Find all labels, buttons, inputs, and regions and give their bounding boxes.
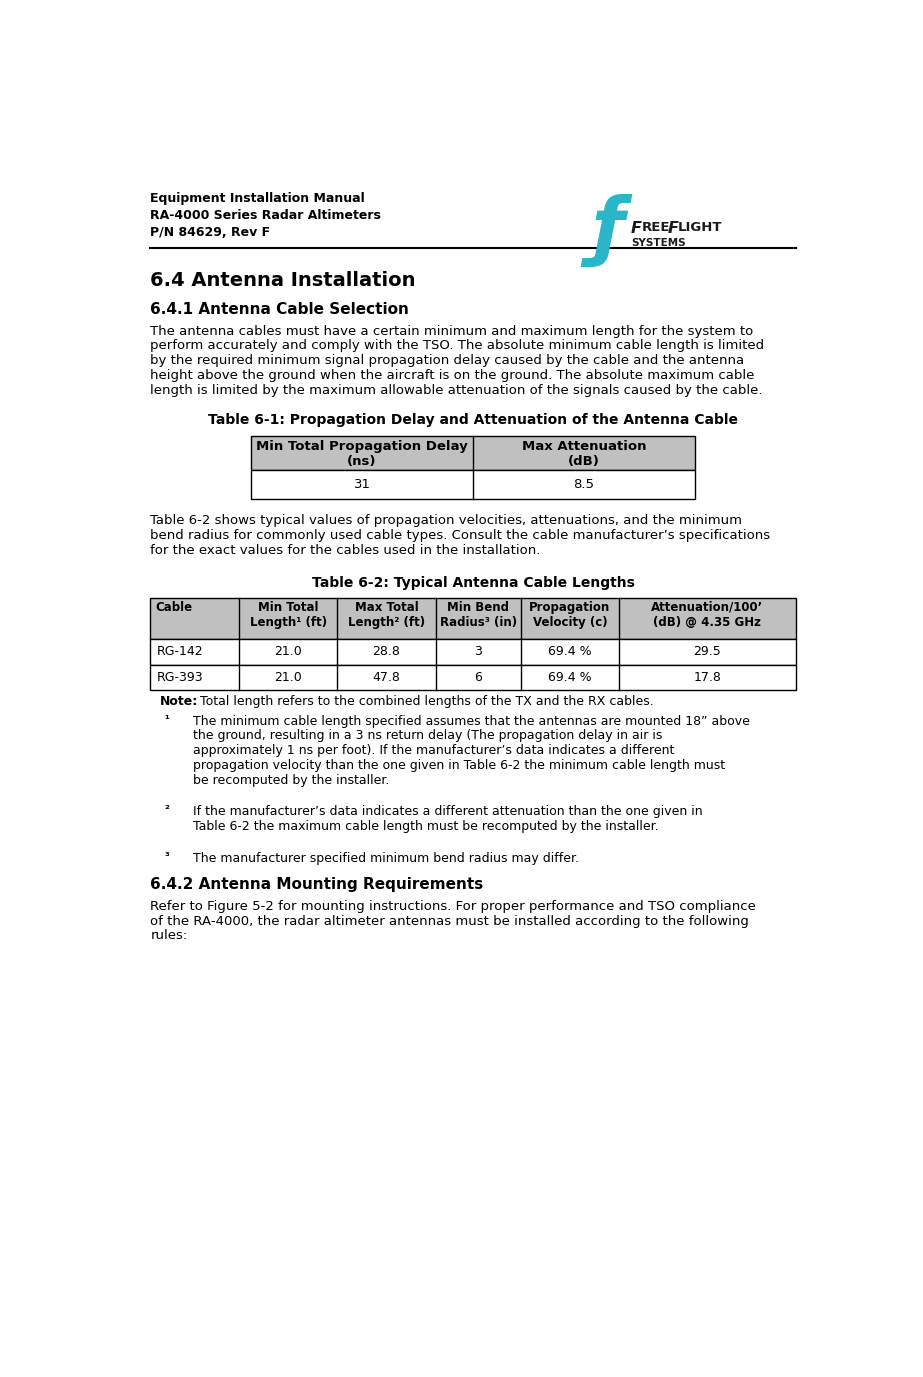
Text: perform accurately and comply with the TSO. The absolute minimum cable length is: perform accurately and comply with the T… — [150, 340, 764, 353]
Text: for the exact values for the cables used in the installation.: for the exact values for the cables used… — [150, 544, 541, 558]
Text: of the RA-4000, the radar altimeter antennas must be installed according to the : of the RA-4000, the radar altimeter ante… — [150, 914, 749, 928]
Text: Min Bend
Radius³ (in): Min Bend Radius³ (in) — [439, 600, 517, 628]
Bar — [150, 665, 796, 690]
Text: be recomputed by the installer.: be recomputed by the installer. — [193, 774, 390, 786]
Text: 6.4.2 Antenna Mounting Requirements: 6.4.2 Antenna Mounting Requirements — [150, 877, 484, 891]
Text: 8.5: 8.5 — [573, 478, 594, 492]
Text: 29.5: 29.5 — [693, 646, 721, 658]
Text: The minimum cable length specified assumes that the antennas are mounted 18” abo: The minimum cable length specified assum… — [193, 715, 749, 727]
Text: 6.4.1 Antenna Cable Selection: 6.4.1 Antenna Cable Selection — [150, 302, 409, 317]
Bar — [150, 598, 796, 639]
Bar — [150, 639, 796, 665]
Text: RG-142: RG-142 — [157, 646, 203, 658]
Text: length is limited by the maximum allowable attenuation of the signals caused by : length is limited by the maximum allowab… — [150, 384, 762, 397]
Text: 21.0: 21.0 — [274, 671, 302, 684]
Text: ³: ³ — [164, 852, 169, 862]
Text: 47.8: 47.8 — [373, 671, 401, 684]
Text: P/N 84629, Rev F: P/N 84629, Rev F — [150, 226, 270, 240]
Text: 69.4 %: 69.4 % — [548, 646, 592, 658]
Text: RG-393: RG-393 — [157, 671, 203, 684]
Text: by the required minimum signal propagation delay caused by the cable and the ant: by the required minimum signal propagati… — [150, 354, 744, 368]
Text: approximately 1 ns per foot). If the manufacturer’s data indicates a different: approximately 1 ns per foot). If the man… — [193, 744, 674, 757]
Text: 31: 31 — [354, 478, 370, 492]
Text: ¹: ¹ — [164, 715, 169, 724]
Text: 6.4 Antenna Installation: 6.4 Antenna Installation — [150, 271, 415, 289]
Text: Propagation
Velocity (c): Propagation Velocity (c) — [529, 600, 610, 628]
Text: the ground, resulting in a 3 ns return delay (The propagation delay in air is: the ground, resulting in a 3 ns return d… — [193, 730, 662, 742]
Text: height above the ground when the aircraft is on the ground. The absolute maximum: height above the ground when the aircraf… — [150, 369, 755, 383]
Text: Max Attenuation
(dB): Max Attenuation (dB) — [521, 439, 646, 468]
Text: Equipment Installation Manual: Equipment Installation Manual — [150, 193, 365, 205]
Text: Attenuation/100’
(dB) @ 4.35 GHz: Attenuation/100’ (dB) @ 4.35 GHz — [652, 600, 763, 628]
Text: F: F — [630, 222, 641, 237]
Text: 69.4 %: 69.4 % — [548, 671, 592, 684]
Text: Refer to Figure 5-2 for mounting instructions. For proper performance and TSO co: Refer to Figure 5-2 for mounting instruc… — [150, 899, 756, 913]
Text: 3: 3 — [474, 646, 482, 658]
Text: The antenna cables must have a certain minimum and maximum length for the system: The antenna cables must have a certain m… — [150, 325, 753, 337]
Text: F: F — [667, 222, 678, 237]
Text: SYSTEMS: SYSTEMS — [630, 238, 686, 248]
Bar — [251, 470, 695, 498]
Text: If the manufacturer’s data indicates a different attenuation than the one given : If the manufacturer’s data indicates a d… — [193, 806, 702, 818]
Text: ²: ² — [164, 806, 169, 815]
Text: Table 6-2 shows typical values of propagation velocities, attenuations, and the : Table 6-2 shows typical values of propag… — [150, 515, 742, 527]
Text: bend radius for commonly used cable types. Consult the cable manufacturer’s spec: bend radius for commonly used cable type… — [150, 529, 771, 543]
Text: Table 6-2: Typical Antenna Cable Lengths: Table 6-2: Typical Antenna Cable Lengths — [312, 576, 634, 589]
Text: 17.8: 17.8 — [693, 671, 721, 684]
Text: LIGHT: LIGHT — [678, 222, 723, 234]
Text: REE: REE — [641, 222, 670, 234]
Text: Note:: Note: — [160, 694, 198, 708]
Text: propagation velocity than the one given in Table 6-2 the minimum cable length mu: propagation velocity than the one given … — [193, 759, 725, 772]
Text: RA-4000 Series Radar Altimeters: RA-4000 Series Radar Altimeters — [150, 209, 381, 222]
Text: Cable: Cable — [155, 600, 192, 614]
Text: 28.8: 28.8 — [373, 646, 401, 658]
Text: 21.0: 21.0 — [274, 646, 302, 658]
Text: rules:: rules: — [150, 929, 187, 942]
Text: Total length refers to the combined lengths of the TX and the RX cables.: Total length refers to the combined leng… — [200, 694, 653, 708]
Text: Min Total
Length¹ (ft): Min Total Length¹ (ft) — [250, 600, 327, 628]
Text: Max Total
Length² (ft): Max Total Length² (ft) — [348, 600, 426, 628]
Text: Min Total Propagation Delay
(ns): Min Total Propagation Delay (ns) — [257, 439, 468, 468]
Text: The manufacturer specified minimum bend radius may differ.: The manufacturer specified minimum bend … — [193, 852, 579, 865]
Text: ƒ: ƒ — [592, 194, 624, 267]
Bar — [251, 437, 695, 470]
Text: Table 6-1: Propagation Delay and Attenuation of the Antenna Cable: Table 6-1: Propagation Delay and Attenua… — [208, 413, 738, 427]
Text: Table 6-2 the maximum cable length must be recomputed by the installer.: Table 6-2 the maximum cable length must … — [193, 821, 658, 833]
Text: 6: 6 — [474, 671, 482, 684]
